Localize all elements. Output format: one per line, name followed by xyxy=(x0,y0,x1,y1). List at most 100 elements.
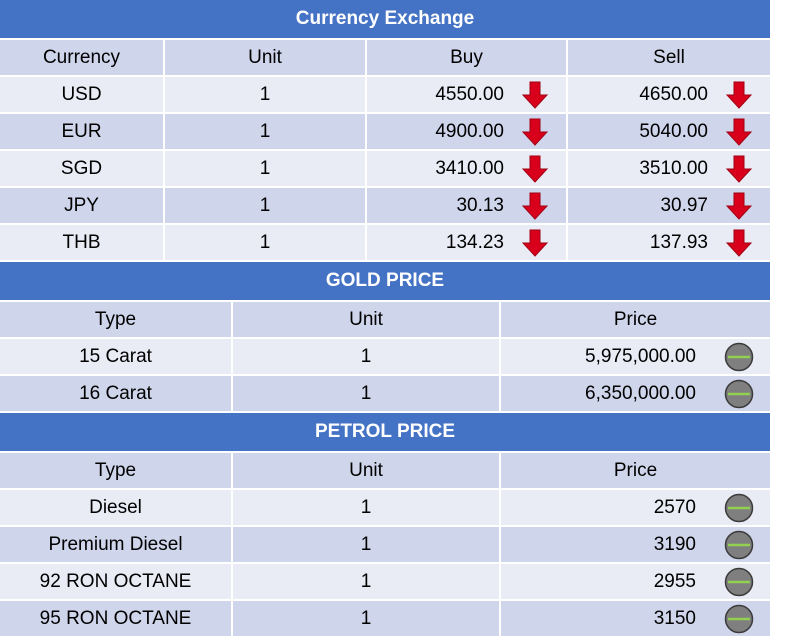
col-header-currency: Currency xyxy=(0,40,165,75)
sell-rate: 5040.00 xyxy=(639,120,708,142)
petrol-price-title: PETROL PRICE xyxy=(0,413,770,453)
no-change-icon xyxy=(724,379,754,409)
sell-cell: 4650.00 xyxy=(568,77,770,112)
currency-header-row: Currency Unit Buy Sell xyxy=(0,40,770,77)
unit-value: 1 xyxy=(165,225,367,260)
price-value: 5,975,000.00 xyxy=(585,345,696,367)
table-row: Premium Diesel 1 3190 xyxy=(0,527,770,564)
price-value: 6,350,000.00 xyxy=(585,382,696,404)
no-change-icon xyxy=(724,530,754,560)
col-header-type: Type xyxy=(0,453,233,488)
buy-rate: 4550.00 xyxy=(435,83,504,105)
unit-value: 1 xyxy=(165,114,367,149)
unit-value: 1 xyxy=(233,376,501,411)
unit-value: 1 xyxy=(233,339,501,374)
unit-value: 1 xyxy=(233,564,501,599)
currency-code: THB xyxy=(0,225,165,260)
gold-rows: 15 Carat 1 5,975,000.00 16 Carat 1 6,350,000.… xyxy=(0,339,770,413)
col-header-type: Type xyxy=(0,302,233,337)
buy-rate: 30.13 xyxy=(456,194,504,216)
table-row: SGD 1 3410.00 3510.00 xyxy=(0,151,770,188)
col-header-buy: Buy xyxy=(367,40,568,75)
currency-code: USD xyxy=(0,77,165,112)
unit-value: 1 xyxy=(165,188,367,223)
table-row: 92 RON OCTANE 1 2955 xyxy=(0,564,770,601)
buy-cell: 4900.00 xyxy=(367,114,568,149)
price-cell: 3190 xyxy=(501,527,770,562)
down-arrow-icon xyxy=(724,154,754,184)
price-value: 3150 xyxy=(653,607,696,629)
no-change-icon xyxy=(724,567,754,597)
price-value: 3190 xyxy=(653,533,696,555)
sell-rate: 4650.00 xyxy=(639,83,708,105)
table-row: USD 1 4550.00 4650.00 xyxy=(0,77,770,114)
price-value: 2955 xyxy=(653,570,696,592)
unit-value: 1 xyxy=(233,490,501,525)
sell-rate: 137.93 xyxy=(649,231,708,253)
price-cell: 6,350,000.00 xyxy=(501,376,770,411)
down-arrow-icon xyxy=(724,191,754,221)
table-row: 95 RON OCTANE 1 3150 xyxy=(0,601,770,638)
currency-exchange-title: Currency Exchange xyxy=(0,0,770,40)
col-header-unit: Unit xyxy=(233,302,501,337)
col-header-price: Price xyxy=(613,308,658,330)
no-change-icon xyxy=(724,493,754,523)
unit-value: 1 xyxy=(233,527,501,562)
petrol-rows: Diesel 1 2570 Premium Diesel 1 3190 92 RON OCT… xyxy=(0,490,770,638)
gold-header-row: Type Unit Price xyxy=(0,302,770,339)
item-type: Premium Diesel xyxy=(0,527,233,562)
price-cell: 5,975,000.00 xyxy=(501,339,770,374)
price-cell: 2955 xyxy=(501,564,770,599)
item-type: 92 RON OCTANE xyxy=(0,564,233,599)
no-change-icon xyxy=(724,604,754,634)
down-arrow-icon xyxy=(724,228,754,258)
price-cell: 3150 xyxy=(501,601,770,636)
no-change-icon xyxy=(724,342,754,372)
buy-rate: 4900.00 xyxy=(435,120,504,142)
table-row: THB 1 134.23 137.93 xyxy=(0,225,770,262)
unit-value: 1 xyxy=(233,601,501,636)
item-type: 95 RON OCTANE xyxy=(0,601,233,636)
table-row: EUR 1 4900.00 5040.00 xyxy=(0,114,770,151)
sell-cell: 30.97 xyxy=(568,188,770,223)
col-header-unit: Unit xyxy=(165,40,367,75)
col-header-sell: Sell xyxy=(653,46,685,68)
buy-cell: 134.23 xyxy=(367,225,568,260)
down-arrow-icon xyxy=(724,80,754,110)
buy-rate: 134.23 xyxy=(445,231,504,253)
sell-cell: 137.93 xyxy=(568,225,770,260)
down-arrow-icon xyxy=(520,228,550,258)
down-arrow-icon xyxy=(724,117,754,147)
sell-rate: 3510.00 xyxy=(639,157,708,179)
buy-rate: 3410.00 xyxy=(435,157,504,179)
down-arrow-icon xyxy=(520,154,550,184)
table-row: Diesel 1 2570 xyxy=(0,490,770,527)
currency-rows: USD 1 4550.00 4650.00 EUR 1 4900.00 5040.00 SGD 1… xyxy=(0,77,770,262)
down-arrow-icon xyxy=(520,191,550,221)
buy-cell: 30.13 xyxy=(367,188,568,223)
col-header-price: Price xyxy=(613,459,658,481)
sell-rate: 30.97 xyxy=(660,194,708,216)
gold-price-title: GOLD PRICE xyxy=(0,262,770,302)
currency-code: JPY xyxy=(0,188,165,223)
col-header-unit: Unit xyxy=(233,453,501,488)
item-type: 16 Carat xyxy=(0,376,233,411)
currency-code: SGD xyxy=(0,151,165,186)
unit-value: 1 xyxy=(165,151,367,186)
petrol-header-row: Type Unit Price xyxy=(0,453,770,490)
price-value: 2570 xyxy=(653,496,696,518)
down-arrow-icon xyxy=(520,117,550,147)
buy-cell: 3410.00 xyxy=(367,151,568,186)
currency-code: EUR xyxy=(0,114,165,149)
buy-cell: 4550.00 xyxy=(367,77,568,112)
item-type: Diesel xyxy=(0,490,233,525)
item-type: 15 Carat xyxy=(0,339,233,374)
sell-cell: 5040.00 xyxy=(568,114,770,149)
price-board: Currency Exchange Currency Unit Buy Sell… xyxy=(0,0,770,638)
price-cell: 2570 xyxy=(501,490,770,525)
table-row: 15 Carat 1 5,975,000.00 xyxy=(0,339,770,376)
table-row: 16 Carat 1 6,350,000.00 xyxy=(0,376,770,413)
unit-value: 1 xyxy=(165,77,367,112)
sell-cell: 3510.00 xyxy=(568,151,770,186)
down-arrow-icon xyxy=(520,80,550,110)
